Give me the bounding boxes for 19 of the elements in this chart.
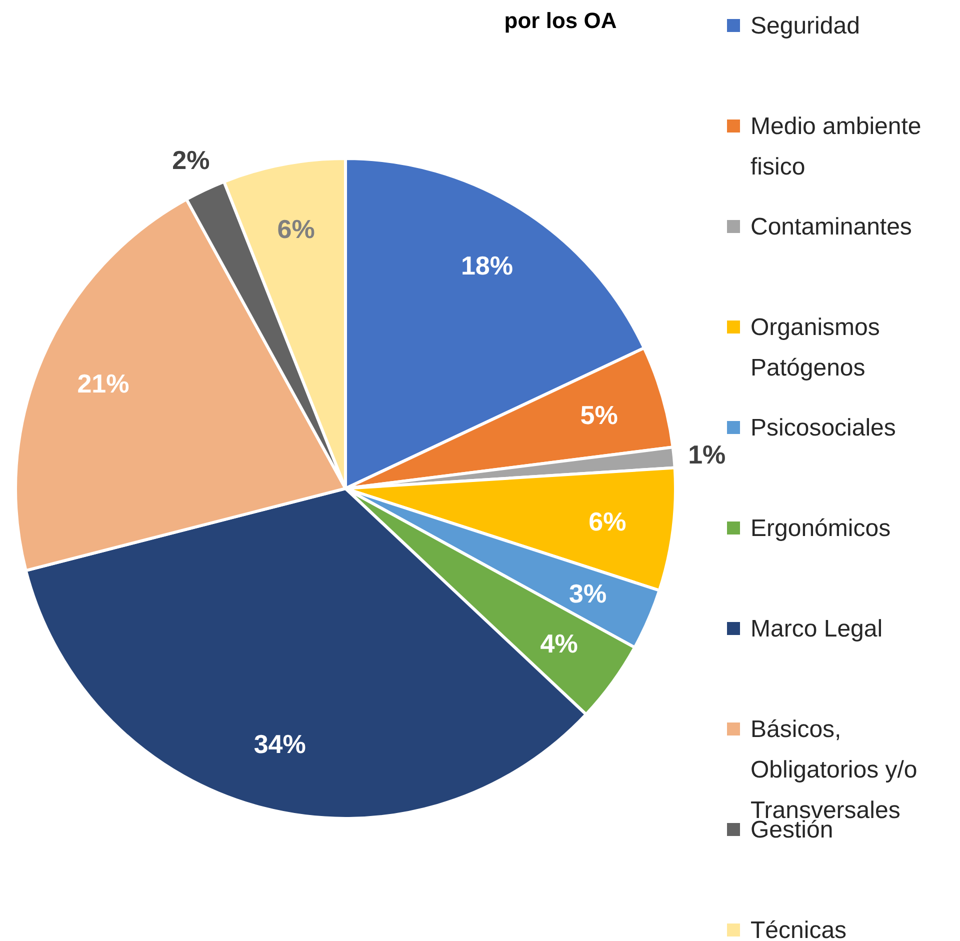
data-label: 5% — [580, 400, 618, 430]
data-label: 1% — [688, 439, 726, 470]
data-label: 18% — [460, 250, 513, 281]
legend-label: Organismos Patógenos — [750, 314, 880, 382]
legend-label: Psicosociales — [750, 414, 896, 442]
legend-label: Seguridad — [750, 12, 860, 40]
data-label: 6% — [588, 506, 626, 537]
data-label: 4% — [540, 628, 578, 659]
legend-label: Técnicas — [750, 917, 847, 941]
chart-title: por los OA — [504, 8, 617, 33]
legend-label: Contaminantes — [750, 214, 912, 240]
data-label: 3% — [569, 578, 607, 608]
legend-label: Medio ambiente fisico — [750, 113, 922, 180]
legend-label: Ergonómicos — [750, 515, 891, 542]
legend-label: Marco Legal — [750, 616, 883, 642]
data-label: 21% — [77, 368, 130, 399]
data-label: 34% — [254, 729, 306, 760]
data-label: 6% — [277, 214, 315, 244]
data-label: 2% — [172, 145, 210, 176]
